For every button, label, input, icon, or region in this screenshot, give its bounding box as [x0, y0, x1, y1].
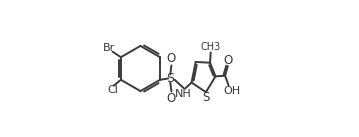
Text: S: S — [202, 91, 210, 104]
Text: CH3: CH3 — [201, 42, 221, 52]
Text: S: S — [166, 72, 174, 85]
Text: OH: OH — [224, 86, 241, 96]
Text: O: O — [167, 52, 176, 65]
Text: O: O — [223, 54, 233, 67]
Text: NH: NH — [174, 89, 191, 99]
Text: Br: Br — [103, 43, 115, 53]
Text: Cl: Cl — [107, 85, 118, 95]
Text: O: O — [167, 92, 176, 105]
